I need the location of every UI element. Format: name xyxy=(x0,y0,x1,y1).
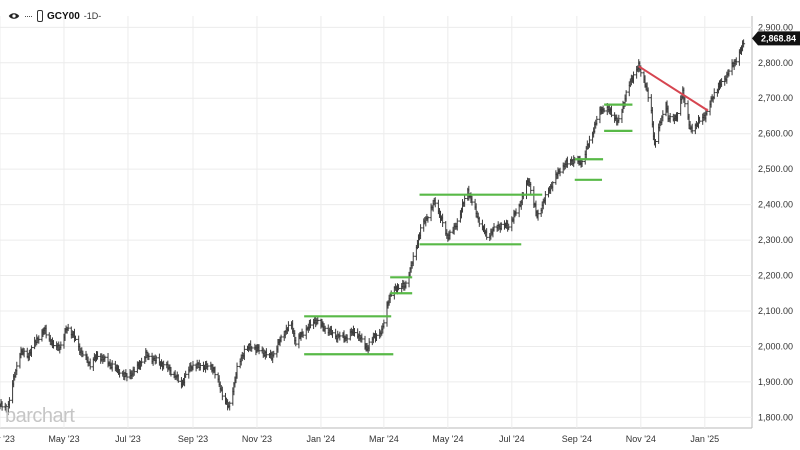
y-tick-label: 2,100.00 xyxy=(758,306,793,316)
x-tick-label: May '23 xyxy=(48,434,79,444)
x-tick-label: Jul '24 xyxy=(499,434,525,444)
last-price-label: 2,868.84 xyxy=(761,33,796,43)
y-tick-label: 2,400.00 xyxy=(758,200,793,210)
x-tick-label: Jan '25 xyxy=(690,434,719,444)
y-tick-label: 1,900.00 xyxy=(758,377,793,387)
symbol-label[interactable]: GCY00 xyxy=(47,11,80,22)
x-tick-label: Sep '23 xyxy=(178,434,208,444)
y-tick-label: 2,700.00 xyxy=(758,93,793,103)
dots-icon[interactable]: ···· xyxy=(24,11,32,21)
x-tick-label: May '24 xyxy=(432,434,463,444)
x-tick-label: Mar '24 xyxy=(369,434,399,444)
chart-header: ···· GCY00 -1D- xyxy=(8,8,101,24)
y-tick-label: 2,600.00 xyxy=(758,129,793,139)
last-price-tag: 2,868.84 xyxy=(752,31,800,45)
barchart-logo: barchart xyxy=(5,405,74,428)
x-tick-label: Nov '23 xyxy=(242,434,272,444)
price-series xyxy=(0,39,745,417)
x-tick-label: Jan '24 xyxy=(307,434,336,444)
x-tick-label: Nov '24 xyxy=(626,434,656,444)
y-tick-label: 2,300.00 xyxy=(758,235,793,245)
y-tick-label: 2,500.00 xyxy=(758,164,793,174)
x-axis: Mar '23 May '23 Jul '23 Sep '23 Nov '23 Jan '… xyxy=(0,434,719,444)
y-tick-label: 2,900.00 xyxy=(758,22,793,32)
interval-label[interactable]: -1D- xyxy=(84,11,102,21)
x-tick-label: Mar '23 xyxy=(0,434,15,444)
y-axis: 1,800.00 1,900.00 2,000.00 2,100.00 2,200.00… xyxy=(758,22,793,422)
x-tick-label: Jul '23 xyxy=(115,434,141,444)
x-tick-label: Sep '24 xyxy=(562,434,592,444)
y-tick-label: 1,800.00 xyxy=(758,412,793,422)
series-toggle[interactable] xyxy=(37,10,43,22)
y-tick-label: 2,000.00 xyxy=(758,341,793,351)
trendline xyxy=(639,66,708,110)
eye-icon[interactable] xyxy=(8,10,20,22)
y-tick-label: 2,200.00 xyxy=(758,271,793,281)
chart-grid xyxy=(0,16,752,428)
y-tick-label: 2,800.00 xyxy=(758,58,793,68)
